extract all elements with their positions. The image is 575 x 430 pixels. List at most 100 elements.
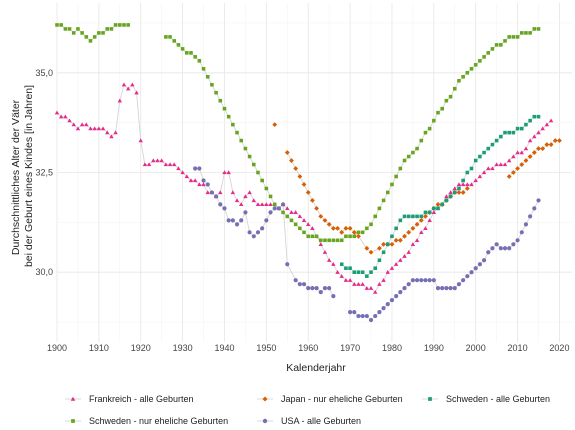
data-point — [88, 126, 93, 131]
data-point — [432, 206, 436, 211]
data-point — [84, 35, 89, 39]
data-point — [398, 218, 403, 223]
data-point — [460, 182, 466, 187]
legend-label: Schweden - alle Geburten — [446, 394, 550, 404]
data-point — [464, 186, 470, 191]
data-point — [314, 205, 320, 211]
data-point — [511, 154, 516, 159]
data-point — [138, 138, 143, 143]
data-point — [192, 178, 198, 183]
legend-item: Schweden - alle Geburten — [422, 394, 550, 404]
data-point — [519, 31, 524, 35]
data-point — [63, 27, 68, 31]
data-point — [394, 226, 398, 231]
data-point — [209, 190, 215, 195]
data-point — [310, 286, 315, 291]
data-point — [226, 170, 231, 175]
data-point — [506, 174, 512, 179]
data-point — [389, 241, 395, 247]
data-point — [205, 190, 210, 195]
data-point — [377, 281, 382, 286]
data-point — [134, 90, 139, 95]
data-point — [322, 250, 328, 254]
data-point — [268, 202, 273, 207]
data-point — [511, 35, 516, 39]
data-point — [477, 262, 482, 267]
data-point — [142, 162, 148, 167]
data-point — [163, 162, 169, 167]
data-point — [394, 294, 399, 299]
series-connector-line — [56, 83, 552, 293]
data-point — [302, 230, 306, 235]
data-point — [55, 23, 59, 27]
data-point — [121, 82, 127, 87]
data-point — [239, 138, 244, 143]
data-point — [247, 230, 252, 235]
data-point — [427, 278, 432, 283]
legend-item: Schweden - nur eheliche Geburten — [65, 416, 228, 426]
series-connector-line — [57, 24, 539, 241]
data-point — [490, 142, 495, 147]
data-point — [268, 194, 273, 199]
data-point — [431, 210, 437, 215]
data-points — [54, 23, 562, 323]
data-point — [398, 290, 403, 295]
data-point — [297, 174, 303, 179]
data-point — [234, 222, 240, 227]
data-point — [532, 27, 537, 31]
data-point — [398, 258, 403, 262]
data-point — [323, 238, 327, 243]
data-point — [360, 313, 365, 319]
data-point — [71, 31, 76, 35]
data-point — [461, 74, 465, 79]
data-point — [410, 225, 416, 231]
data-point — [532, 206, 537, 211]
data-point — [423, 226, 428, 230]
data-point — [523, 158, 529, 163]
data-point — [314, 286, 319, 291]
data-point — [92, 35, 97, 39]
data-point — [285, 214, 290, 219]
data-point — [427, 126, 432, 131]
data-point — [67, 27, 72, 31]
data-point — [264, 186, 269, 191]
data-point — [293, 166, 299, 171]
data-point — [427, 218, 432, 223]
data-point — [414, 238, 420, 242]
data-point — [519, 150, 524, 155]
data-point — [406, 214, 411, 219]
x-tick-label: 1940 — [214, 343, 234, 353]
data-point — [515, 238, 520, 243]
data-point — [373, 266, 377, 271]
data-point — [214, 90, 218, 95]
x-tick-label: 1950 — [256, 343, 276, 353]
x-tick-label: 1920 — [131, 343, 151, 353]
data-point — [306, 222, 311, 227]
data-point — [298, 226, 302, 231]
data-point — [494, 43, 499, 47]
data-point — [473, 63, 478, 67]
data-point — [226, 218, 231, 223]
data-point — [368, 317, 374, 323]
data-point — [356, 233, 361, 239]
data-point — [222, 206, 227, 211]
data-point — [365, 274, 369, 278]
data-point — [419, 214, 424, 219]
data-point — [247, 190, 252, 195]
data-point — [71, 122, 76, 127]
data-point — [515, 126, 520, 131]
data-point — [469, 270, 474, 275]
data-point — [385, 242, 390, 247]
data-point — [486, 166, 491, 171]
series-schweden-alle-geburten — [339, 114, 541, 278]
data-point — [406, 229, 412, 235]
data-point — [515, 166, 520, 171]
data-point — [531, 150, 537, 155]
data-point — [419, 230, 424, 234]
data-point — [410, 278, 415, 283]
data-point — [301, 218, 307, 223]
data-point — [365, 226, 369, 231]
x-tick-label: 2010 — [508, 343, 528, 353]
data-point — [448, 194, 453, 199]
data-point — [536, 146, 541, 151]
